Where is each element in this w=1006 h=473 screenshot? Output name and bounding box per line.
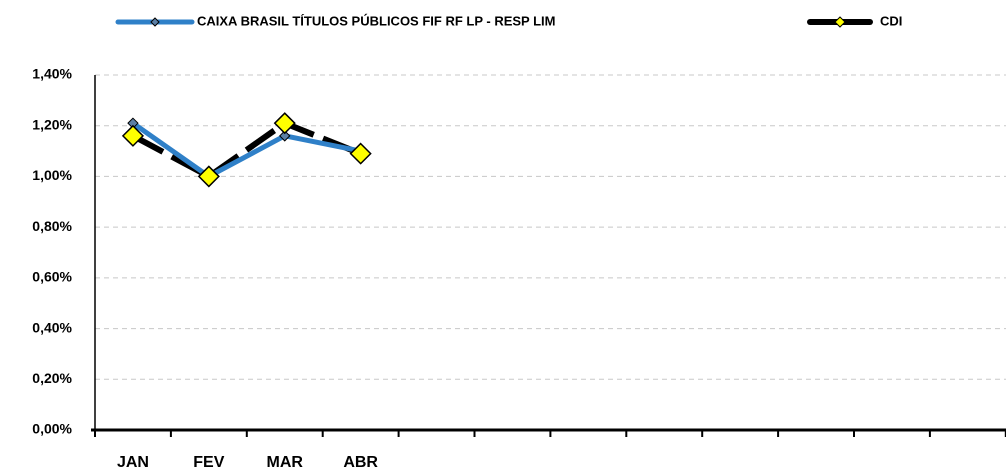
series-line bbox=[131, 121, 362, 179]
y-tick-label: 0,60% bbox=[32, 269, 72, 285]
y-tick-label: 0,80% bbox=[32, 218, 72, 234]
data-point bbox=[197, 165, 220, 188]
data-point bbox=[273, 112, 296, 135]
legend-label: CAIXA BRASIL TÍTULOS PÚBLICOS FIF RF LP … bbox=[197, 13, 555, 28]
y-tick-label: 1,00% bbox=[32, 167, 72, 183]
data-point bbox=[349, 142, 372, 165]
x-tick-label: JAN bbox=[117, 454, 149, 471]
y-tick-label: 0,40% bbox=[32, 319, 72, 335]
x-tick-label: ABR bbox=[343, 454, 378, 471]
y-tick-label: 1,20% bbox=[32, 116, 72, 132]
legend-marker bbox=[834, 16, 846, 28]
series-line bbox=[131, 120, 362, 180]
data-point bbox=[121, 124, 145, 147]
x-tick-label: FEV bbox=[193, 454, 224, 471]
y-tick-label: 1,40% bbox=[32, 66, 72, 82]
legend-label: CDI bbox=[880, 13, 902, 28]
data-point bbox=[279, 130, 291, 142]
legend-marker bbox=[150, 17, 160, 27]
y-tick-label: 0,00% bbox=[32, 421, 72, 437]
x-tick-label: MAR bbox=[267, 454, 304, 471]
y-tick-label: 0,20% bbox=[32, 370, 72, 386]
